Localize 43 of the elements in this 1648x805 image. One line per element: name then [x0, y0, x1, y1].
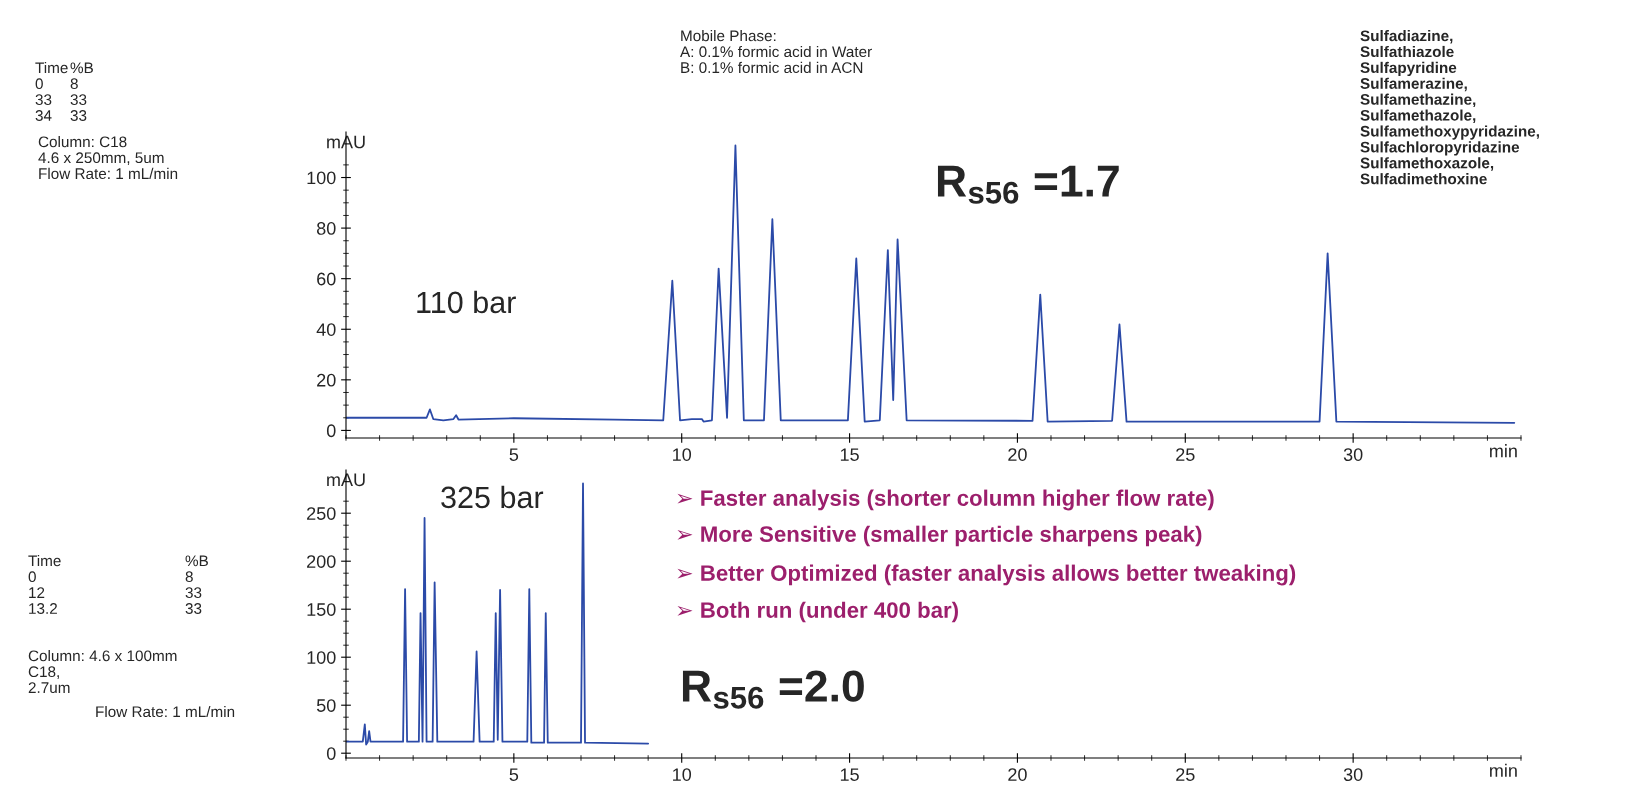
- y-tick-label: 20: [317, 373, 336, 387]
- x-tick-label: 5: [509, 448, 519, 461]
- text: Sulfadiazine, Sulfathiazole Sulfapyridine Sulfamerazine, Sulfamethazine, Sulfamethazole, Sulfamethoxypyridazine, Sulfachloropyridazine Sulfamethoxazole, Sulfadimethoxine: [1360, 30, 1539, 185]
- y-tick-label: 0: [326, 747, 336, 760]
- y-tick-label: 250: [307, 507, 336, 520]
- y-tick-label: 60: [317, 272, 336, 286]
- y-tick-label: 50: [316, 699, 336, 712]
- annotation: R$_{s56}$ =1.7: [937, 165, 1119, 204]
- text: Time 0 12 13.2: [28, 555, 61, 614]
- text: Flow Rate: 1 mL/min: [96, 705, 235, 718]
- annotation: 110 bar: [417, 290, 516, 314]
- x-tick-label: 15: [840, 768, 859, 781]
- annotation: R$_{s56}$ =2.0: [682, 670, 864, 709]
- annotation: ➢ Faster analysis (shorter column higher flow rate): [677, 489, 1214, 511]
- annotation: ➢ Better Optimized (faster analysis allows better tweaking): [677, 564, 1296, 586]
- text: %B 8 33 33: [70, 62, 93, 121]
- x-tick-label: 10: [673, 448, 692, 461]
- text: %B 8 33 33: [185, 555, 208, 614]
- text: Time 0 33 34: [35, 62, 68, 121]
- annotation: ➢ More Sensitive (smaller particle sharpens peak): [677, 525, 1202, 547]
- x-tick-label: 30: [1343, 448, 1363, 461]
- x-tick-label: 10: [673, 768, 692, 781]
- y-tick-label: 100: [307, 651, 336, 664]
- x-tick-label: 30: [1343, 768, 1363, 781]
- x-tick-label: 20: [1008, 448, 1027, 461]
- y-tick-label: 100: [307, 171, 336, 185]
- annotation: 325 bar: [441, 485, 544, 509]
- x-tick-label: 20: [1008, 768, 1027, 781]
- y-tick-label: 150: [307, 603, 336, 616]
- x-tick-label: 15: [840, 448, 859, 461]
- x-tick-label: 25: [1176, 448, 1195, 461]
- y-tick-label: 80: [316, 222, 336, 235]
- text: Column: C18 4.6 x 250mm, 5um Flow Rate: 1 mL/min: [38, 136, 178, 180]
- x-tick-label: 25: [1176, 768, 1195, 781]
- x-axis-title: min: [1490, 763, 1517, 777]
- y-tick-label: 200: [307, 555, 336, 568]
- annotation: ➢ Both run (under 400 bar): [677, 601, 958, 623]
- x-axis-title: min: [1490, 444, 1517, 458]
- y-tick-label: 40: [316, 323, 336, 336]
- text: Column: 4.6 x 100mm C18, 2.7um: [28, 650, 177, 694]
- y-tick-label: 0: [326, 424, 336, 438]
- x-tick-label: 5: [509, 768, 519, 781]
- text: Mobile Phase: A: 0.1% formic acid in Water B: 0.1% formic acid in ACN: [680, 30, 872, 74]
